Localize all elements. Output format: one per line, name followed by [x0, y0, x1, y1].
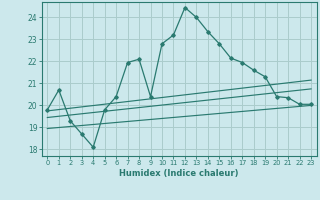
X-axis label: Humidex (Indice chaleur): Humidex (Indice chaleur)	[119, 169, 239, 178]
